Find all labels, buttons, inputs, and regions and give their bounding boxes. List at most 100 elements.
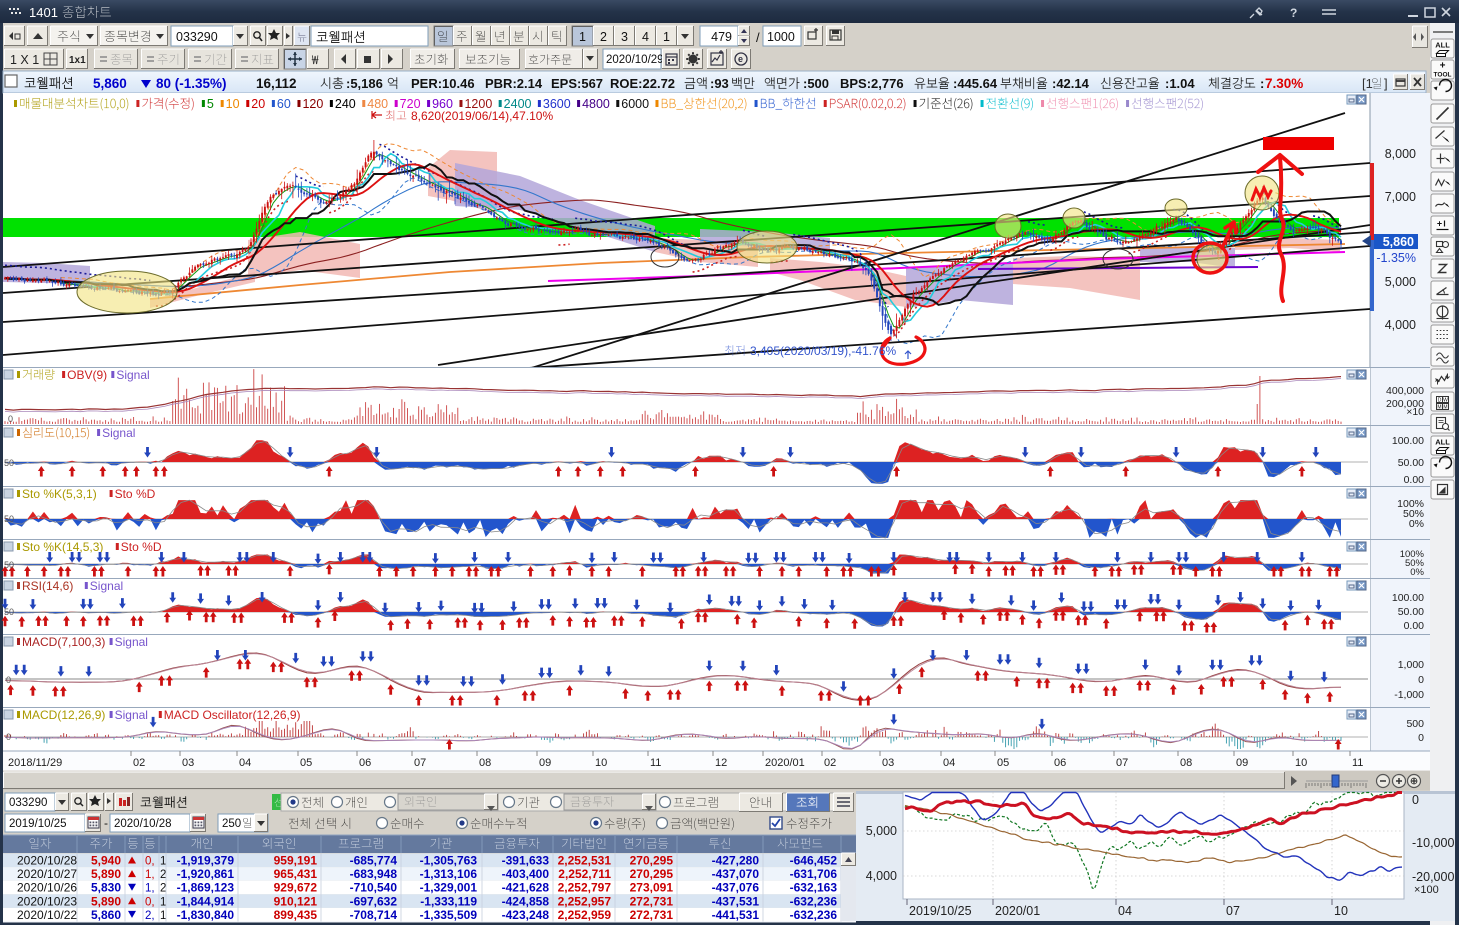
svg-text:5,000: 5,000 (1385, 275, 1416, 289)
svg-text:ALL: ALL (1435, 438, 1450, 447)
svg-text:100.00: 100.00 (1392, 592, 1424, 604)
svg-text:8,000: 8,000 (1385, 147, 1416, 161)
svg-text:965,431: 965,431 (274, 867, 318, 881)
svg-text:0: 0 (1418, 674, 1424, 686)
svg-text:50: 50 (4, 514, 14, 524)
svg-text:-424,858: -424,858 (502, 894, 550, 908)
svg-text:-10,000: -10,000 (1412, 836, 1454, 850)
svg-text:2019/10/25: 2019/10/25 (9, 818, 67, 830)
svg-text:10: 10 (226, 97, 240, 111)
svg-text:959,191: 959,191 (274, 854, 318, 868)
svg-text:1,: 1, (145, 883, 155, 895)
svg-text:11: 11 (650, 757, 661, 769)
svg-text:7.30%: 7.30% (1265, 76, 1303, 91)
svg-text:100%: 100% (1397, 498, 1424, 510)
svg-text:2020/10/28: 2020/10/28 (17, 854, 77, 868)
svg-text:50: 50 (4, 458, 14, 468)
svg-text:2: 2 (160, 883, 166, 895)
svg-text:0: 0 (8, 414, 13, 424)
svg-text:-631,706: -631,706 (790, 867, 838, 881)
svg-text:2019/10/25: 2019/10/25 (909, 904, 972, 918)
svg-text:M: M (1443, 405, 1447, 411)
svg-text:240: 240 (335, 97, 356, 111)
svg-text:×100: ×100 (1414, 884, 1439, 896)
svg-text:16,112: 16,112 (256, 76, 297, 91)
svg-text:/: / (756, 30, 760, 45)
svg-text:-391,633: -391,633 (502, 854, 550, 868)
svg-text:0: 0 (6, 732, 11, 742)
svg-text:MACD(7,100,3): MACD(7,100,3) (22, 635, 105, 649)
svg-text:Signal: Signal (115, 635, 148, 649)
svg-text:TOOL: TOOL (1434, 72, 1452, 79)
svg-text:1: 1 (663, 30, 670, 44)
svg-text:500: 500 (1406, 718, 1424, 730)
svg-text:50%: 50% (1403, 508, 1424, 520)
svg-text:1: 1 (160, 896, 166, 908)
svg-text:02: 02 (824, 757, 836, 769)
svg-text:899,435: 899,435 (274, 908, 318, 922)
svg-text:033290: 033290 (176, 30, 218, 44)
svg-text:-1,333,119: -1,333,119 (420, 894, 477, 908)
svg-text:Sto %D: Sto %D (121, 540, 162, 554)
svg-text:?: ? (1290, 6, 1297, 20)
svg-text:-697,632: -697,632 (350, 894, 398, 908)
svg-text:272,731: 272,731 (630, 908, 674, 922)
svg-text:-: - (104, 816, 108, 830)
svg-text:Sto %D: Sto %D (115, 487, 156, 501)
svg-text:2020/10/22: 2020/10/22 (17, 908, 77, 922)
svg-text:03: 03 (882, 757, 894, 769)
svg-text:2020/01: 2020/01 (765, 757, 805, 769)
svg-text:2,252,711: 2,252,711 (558, 867, 611, 881)
svg-text:2,252,957: 2,252,957 (558, 894, 612, 908)
svg-text:0: 0 (1412, 793, 1419, 807)
svg-text:272,731: 272,731 (630, 894, 674, 908)
svg-text:03: 03 (182, 757, 194, 769)
svg-text::: : (1260, 76, 1264, 91)
svg-text:+: + (1440, 61, 1446, 72)
svg-text:2020/10/27: 2020/10/27 (17, 867, 77, 881)
svg-text:60: 60 (277, 97, 291, 111)
svg-text:12: 12 (715, 757, 727, 769)
svg-text:273,091: 273,091 (630, 881, 674, 895)
svg-text:10: 10 (595, 757, 607, 769)
svg-text:-708,714: -708,714 (350, 908, 398, 922)
svg-text:08: 08 (1180, 757, 1192, 769)
svg-text:Signal: Signal (102, 426, 135, 440)
svg-text:-632,163: -632,163 (790, 881, 838, 895)
svg-text:5,890: 5,890 (91, 867, 121, 881)
svg-text:-710,540: -710,540 (350, 881, 398, 895)
svg-text:0,: 0, (145, 896, 155, 908)
svg-text:5,890: 5,890 (91, 894, 121, 908)
svg-text:5,940: 5,940 (91, 854, 121, 868)
svg-text:20: 20 (251, 97, 265, 111)
svg-text:-421,628: -421,628 (502, 881, 550, 895)
svg-text::445.64: :445.64 (953, 76, 998, 91)
svg-text:-1,000: -1,000 (1394, 689, 1424, 701)
svg-text:0,: 0, (145, 856, 155, 868)
svg-text:50: 50 (4, 607, 14, 617)
svg-text:-685,774: -685,774 (350, 854, 398, 868)
svg-text:7,000: 7,000 (1385, 190, 1416, 204)
svg-text::93: :93 (710, 76, 729, 91)
svg-text:M: M (1437, 405, 1441, 411)
svg-text:07: 07 (414, 757, 426, 769)
svg-text:100%: 100% (1400, 549, 1425, 560)
svg-text:910,121: 910,121 (274, 894, 318, 908)
svg-text:2020/01: 2020/01 (995, 904, 1040, 918)
svg-text:02: 02 (133, 757, 145, 769)
svg-text::500: :500 (803, 76, 829, 91)
svg-text:BPS:2,776: BPS:2,776 (840, 76, 904, 91)
svg-text:3600: 3600 (543, 97, 571, 111)
svg-text:0%: 0% (1409, 518, 1424, 530)
svg-text:-1,869,123: -1,869,123 (177, 881, 235, 895)
svg-text:2020/10/26: 2020/10/26 (17, 881, 77, 895)
svg-text:1,000: 1,000 (1398, 659, 1424, 671)
svg-text:]: ] (1384, 76, 1388, 91)
svg-text:4: 4 (642, 30, 649, 44)
svg-text:-1,830,840: -1,830,840 (177, 908, 235, 922)
svg-text:06: 06 (1054, 757, 1066, 769)
svg-text:1: 1 (579, 30, 586, 44)
svg-text:400,000: 400,000 (1386, 385, 1424, 397)
svg-text:-632,236: -632,236 (790, 908, 838, 922)
svg-text:Signal: Signal (116, 368, 149, 382)
